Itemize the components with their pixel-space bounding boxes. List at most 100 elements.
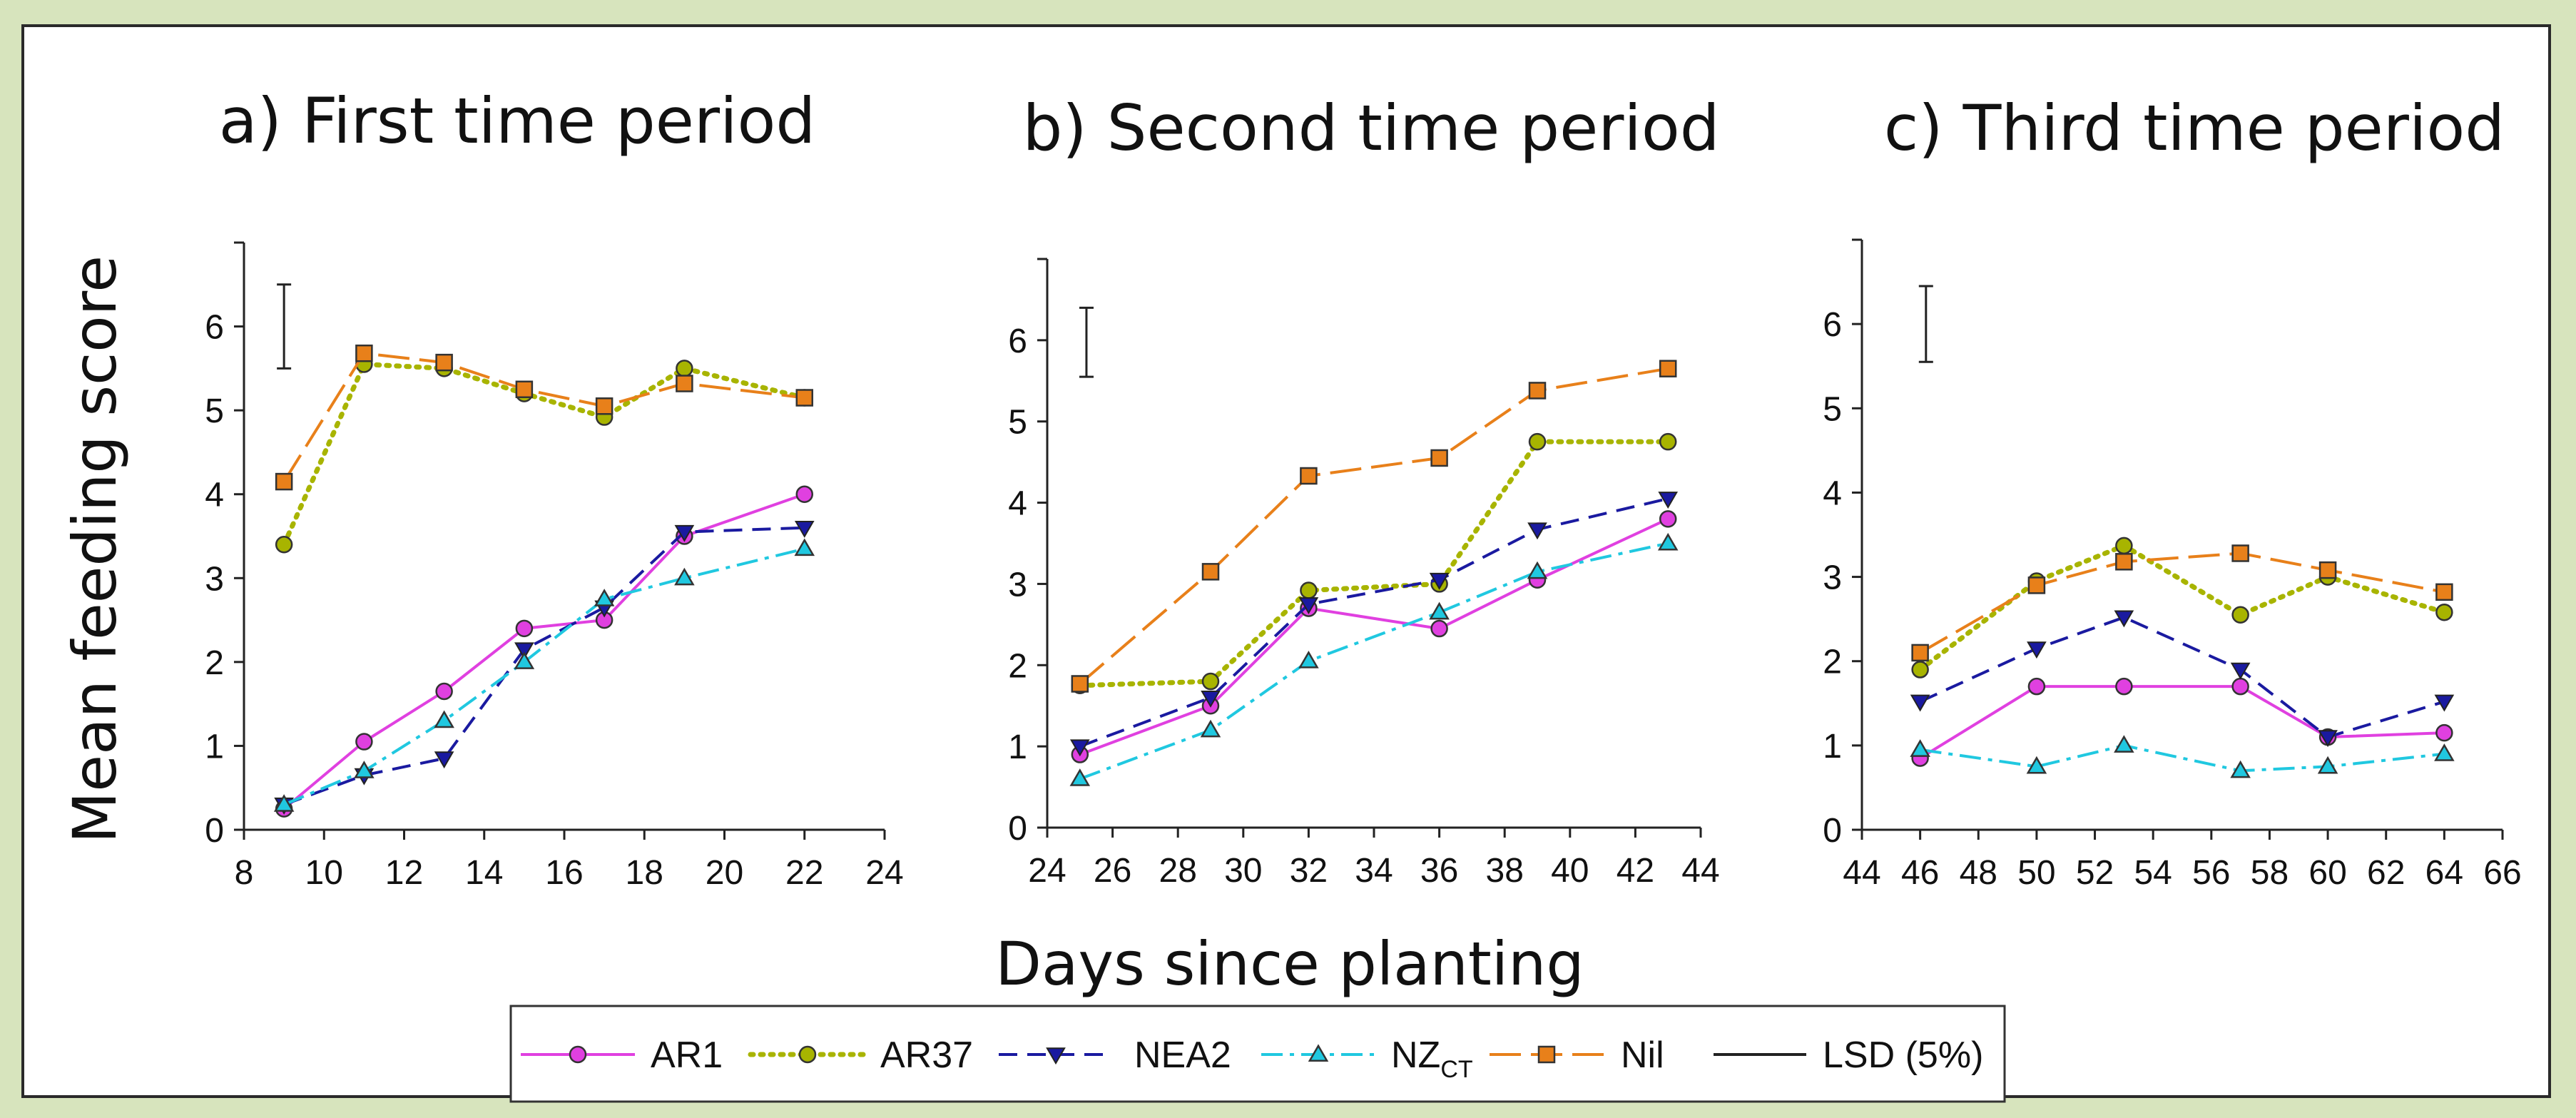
data-point bbox=[1201, 691, 1221, 708]
data-point bbox=[2434, 743, 2455, 761]
x-tick-label: 10 bbox=[305, 854, 343, 892]
data-point bbox=[594, 589, 615, 606]
data-point bbox=[2231, 544, 2249, 562]
y-tick-label: 1 bbox=[1008, 728, 1027, 766]
data-point bbox=[354, 761, 375, 778]
data-point bbox=[595, 397, 614, 415]
series-line bbox=[282, 492, 805, 810]
data-point bbox=[2230, 760, 2251, 778]
data-point bbox=[434, 751, 454, 769]
x-tick-label: 18 bbox=[626, 854, 663, 892]
series-nea2 bbox=[274, 520, 815, 815]
legend-label: AR1 bbox=[651, 1035, 723, 1076]
data-point bbox=[1201, 672, 1220, 691]
legend-items: AR1 AR37 NEA2 NZCT Nil LSD (5%) bbox=[521, 1035, 1983, 1083]
data-point bbox=[515, 619, 534, 638]
data-point bbox=[1300, 581, 1318, 599]
series-nil bbox=[1911, 544, 2453, 662]
data-point bbox=[435, 682, 453, 701]
series-nzct bbox=[273, 538, 815, 812]
y-tick-label: 0 bbox=[1008, 810, 1027, 848]
legend-item-ar37: AR37 bbox=[748, 1035, 973, 1076]
legend-item-nil: Nil bbox=[1490, 1035, 1664, 1076]
legend-swatch-marker bbox=[569, 1045, 587, 1064]
y-tick-label: 2 bbox=[1823, 644, 1842, 681]
data-point bbox=[794, 538, 815, 557]
data-point bbox=[1911, 661, 1929, 679]
legend-item-ar1: AR1 bbox=[521, 1035, 723, 1076]
data-point bbox=[2027, 677, 2046, 696]
data-point bbox=[1430, 449, 1448, 467]
data-point bbox=[1298, 597, 1319, 614]
data-point bbox=[1069, 739, 1090, 757]
data-point bbox=[1429, 601, 1450, 620]
data-point bbox=[2435, 723, 2453, 742]
data-point bbox=[355, 733, 373, 751]
data-point bbox=[676, 375, 693, 392]
series-line bbox=[1077, 439, 1671, 688]
data-point bbox=[514, 642, 534, 660]
y-tick-label: 6 bbox=[1823, 306, 1842, 344]
x-tick-label: 34 bbox=[1355, 852, 1393, 890]
x-tick-label: 8 bbox=[235, 854, 254, 892]
legend: AR1 AR37 NEA2 NZCT Nil LSD (5%) bbox=[509, 1005, 2006, 1103]
x-axis-title: Days since planting bbox=[995, 929, 1584, 999]
series-ar37 bbox=[1911, 537, 2453, 679]
series-nzct bbox=[1910, 735, 2455, 778]
y-tick-label: 5 bbox=[1008, 404, 1027, 442]
x-tick-label: 30 bbox=[1224, 852, 1262, 890]
x-tick-label: 36 bbox=[1420, 852, 1458, 890]
lsd-bar bbox=[1918, 285, 1933, 363]
series-line bbox=[1919, 685, 2445, 760]
data-point bbox=[1298, 650, 1319, 669]
data-point bbox=[676, 360, 693, 377]
data-point bbox=[1429, 572, 1450, 590]
data-point bbox=[1659, 360, 1677, 377]
x-tick-label: 60 bbox=[2308, 854, 2346, 892]
data-point bbox=[2318, 730, 2338, 748]
y-tick-label: 0 bbox=[205, 812, 224, 850]
series-nil bbox=[1071, 360, 1677, 693]
data-point bbox=[1527, 561, 1548, 579]
x-tick-label: 46 bbox=[1901, 854, 1939, 892]
x-tick-label: 40 bbox=[1551, 852, 1589, 890]
lsd-bar bbox=[277, 283, 292, 370]
data-point bbox=[2318, 561, 2337, 579]
y-tick-label: 5 bbox=[1823, 390, 1842, 428]
legend-swatch-marker bbox=[1308, 1044, 1329, 1062]
series-line bbox=[281, 361, 808, 547]
series-nea2 bbox=[1910, 610, 2455, 748]
data-point bbox=[2230, 662, 2251, 680]
legend-label: LSD (5%) bbox=[1823, 1035, 1983, 1076]
legend-item-lsd-5-: LSD (5%) bbox=[1714, 1035, 1983, 1076]
y-tick-label: 2 bbox=[1008, 647, 1027, 685]
data-point bbox=[1910, 739, 1930, 757]
legend-label: AR37 bbox=[880, 1035, 973, 1076]
data-point bbox=[1528, 432, 1547, 451]
data-point bbox=[2115, 677, 2133, 696]
data-point bbox=[2435, 583, 2453, 601]
x-tick-label: 16 bbox=[545, 854, 583, 892]
data-point bbox=[1658, 492, 1679, 509]
data-point bbox=[2115, 553, 2133, 571]
x-tick-label: 24 bbox=[865, 854, 903, 892]
y-tick-label: 1 bbox=[1823, 728, 1842, 766]
data-point bbox=[515, 380, 534, 398]
x-tick-label: 42 bbox=[1617, 852, 1654, 890]
y-axis-title: Mean feeding score bbox=[60, 255, 130, 843]
series-nil bbox=[275, 344, 813, 491]
series-ar1 bbox=[1911, 677, 2453, 767]
data-point bbox=[2026, 756, 2047, 774]
series-line bbox=[1919, 616, 2445, 739]
data-point bbox=[1527, 522, 1547, 540]
data-point bbox=[1659, 510, 1677, 528]
data-point bbox=[1300, 467, 1318, 485]
x-tick-label: 54 bbox=[2134, 854, 2172, 892]
data-point bbox=[434, 710, 454, 728]
data-point bbox=[355, 344, 373, 362]
data-point bbox=[2027, 576, 2046, 594]
data-point bbox=[2231, 606, 2249, 624]
